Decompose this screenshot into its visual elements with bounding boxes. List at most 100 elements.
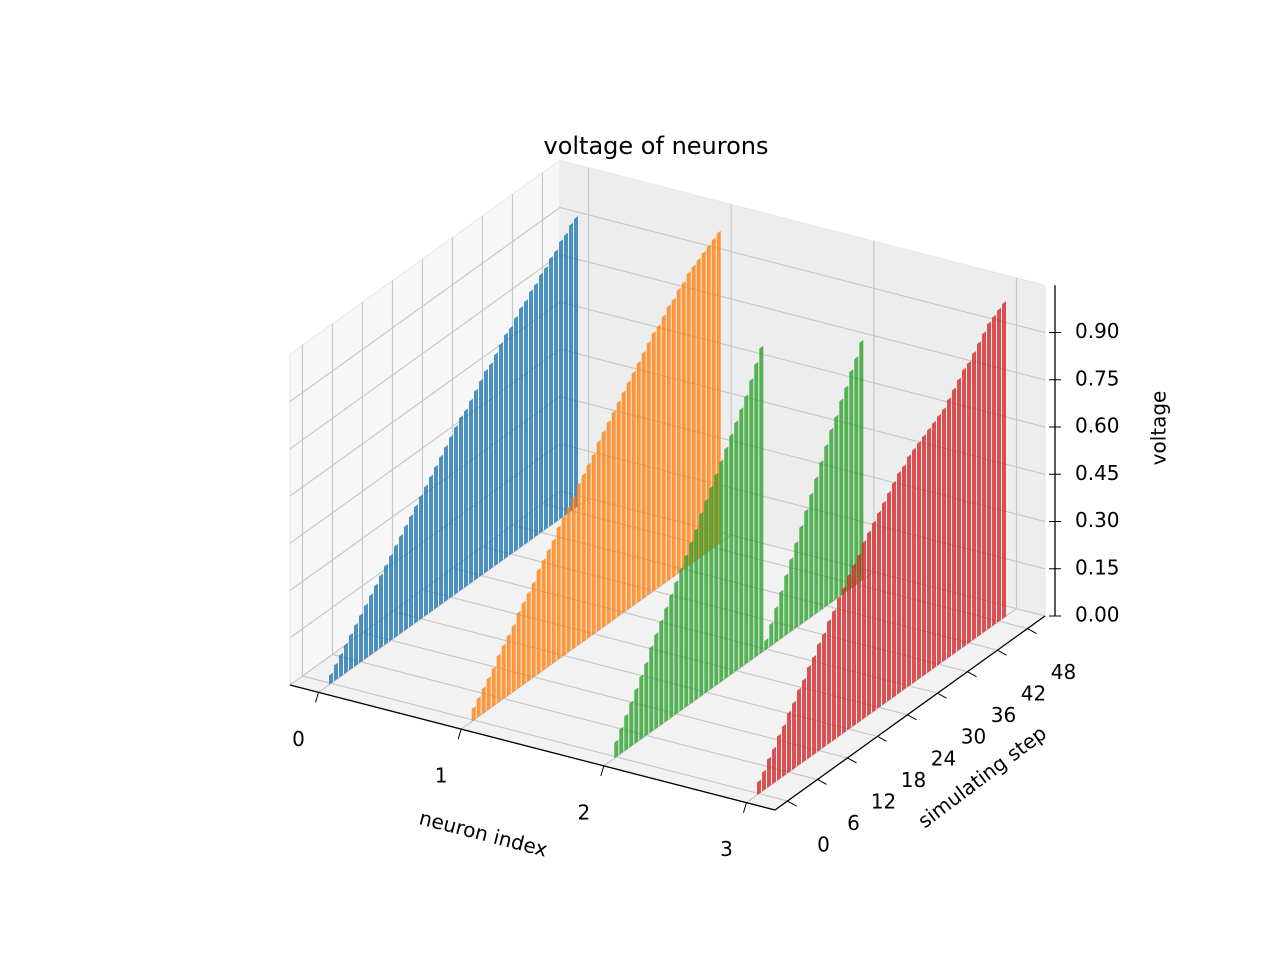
bar xyxy=(621,390,626,614)
y-tick xyxy=(1027,628,1037,635)
bar xyxy=(827,619,831,745)
bar xyxy=(504,332,508,560)
bar xyxy=(489,362,493,570)
bar xyxy=(666,304,671,582)
z-tick-label: 0.15 xyxy=(1075,555,1120,579)
bar xyxy=(789,557,794,633)
bar xyxy=(897,471,901,695)
bar xyxy=(354,623,358,667)
bar xyxy=(546,548,551,668)
y-tick xyxy=(997,649,1007,656)
bar xyxy=(882,500,886,706)
grid-line xyxy=(289,206,1046,402)
bar xyxy=(551,538,556,665)
bar xyxy=(977,341,981,637)
bar xyxy=(409,514,413,628)
bar xyxy=(601,430,606,629)
bar xyxy=(744,394,749,665)
bar xyxy=(661,314,666,586)
z-tick-label: 0.90 xyxy=(1075,319,1120,343)
y-tick-label: 12 xyxy=(871,789,896,813)
y-tick-label: 24 xyxy=(931,746,956,770)
bar xyxy=(619,726,624,755)
y-tick xyxy=(847,757,857,764)
bar xyxy=(824,443,829,608)
bar xyxy=(364,603,368,660)
bar xyxy=(554,249,558,524)
bar xyxy=(779,589,784,640)
bar xyxy=(804,508,809,622)
bar xyxy=(877,510,881,709)
bar xyxy=(394,543,398,639)
bar xyxy=(812,655,816,756)
chart-title: voltage of neurons xyxy=(544,132,769,160)
bar xyxy=(774,605,779,644)
bar xyxy=(429,474,433,613)
y-tick-label: 18 xyxy=(901,768,926,792)
bar xyxy=(626,380,631,611)
bar xyxy=(932,420,936,670)
x-tick xyxy=(457,728,462,740)
bar xyxy=(739,407,744,669)
bar xyxy=(829,427,834,604)
bar xyxy=(912,447,916,684)
bar xyxy=(499,342,503,563)
x-tick-label: 3 xyxy=(720,837,733,861)
bar xyxy=(902,464,906,691)
bar xyxy=(762,769,766,792)
bar xyxy=(484,369,488,574)
bar xyxy=(784,573,789,637)
x-tick xyxy=(742,802,747,813)
z-tick-label: 0.45 xyxy=(1075,461,1120,485)
bar xyxy=(764,638,769,651)
bar xyxy=(536,568,541,675)
bar xyxy=(384,563,388,646)
bar xyxy=(491,666,496,708)
bar xyxy=(539,272,543,534)
bar xyxy=(862,540,866,720)
bar xyxy=(681,281,686,571)
bar xyxy=(649,645,654,734)
bar xyxy=(992,314,996,627)
bar xyxy=(719,459,724,683)
y-tick xyxy=(907,714,917,721)
bar xyxy=(706,244,711,553)
bar xyxy=(962,367,966,648)
bar xyxy=(534,282,538,538)
bar xyxy=(439,454,443,606)
bar xyxy=(566,505,571,654)
bar xyxy=(696,257,701,560)
bar xyxy=(639,674,644,741)
bar xyxy=(519,306,523,549)
bar xyxy=(757,779,761,796)
bar xyxy=(686,271,691,568)
bar xyxy=(799,524,804,626)
bar xyxy=(942,407,946,663)
bar xyxy=(691,264,696,564)
bar xyxy=(644,661,649,737)
bar xyxy=(699,511,704,698)
bar xyxy=(937,414,941,666)
y-tick-label: 6 xyxy=(847,811,860,835)
bar xyxy=(814,476,819,615)
bar xyxy=(606,420,611,625)
bar xyxy=(614,739,619,759)
x-tick-label: 2 xyxy=(577,800,590,824)
bar xyxy=(689,540,694,705)
z-axis-label: voltage xyxy=(1147,391,1171,466)
bar xyxy=(624,713,629,752)
bar xyxy=(849,369,854,590)
bar xyxy=(399,534,403,635)
bar xyxy=(887,490,891,702)
bar xyxy=(419,494,423,621)
bar xyxy=(656,324,661,589)
bar xyxy=(922,434,926,677)
bar xyxy=(767,756,771,788)
bar xyxy=(777,733,781,781)
x-tick-label: 1 xyxy=(435,764,448,788)
bar xyxy=(892,481,896,699)
bar xyxy=(581,472,586,643)
x-axis xyxy=(289,684,776,811)
bar xyxy=(591,452,596,636)
